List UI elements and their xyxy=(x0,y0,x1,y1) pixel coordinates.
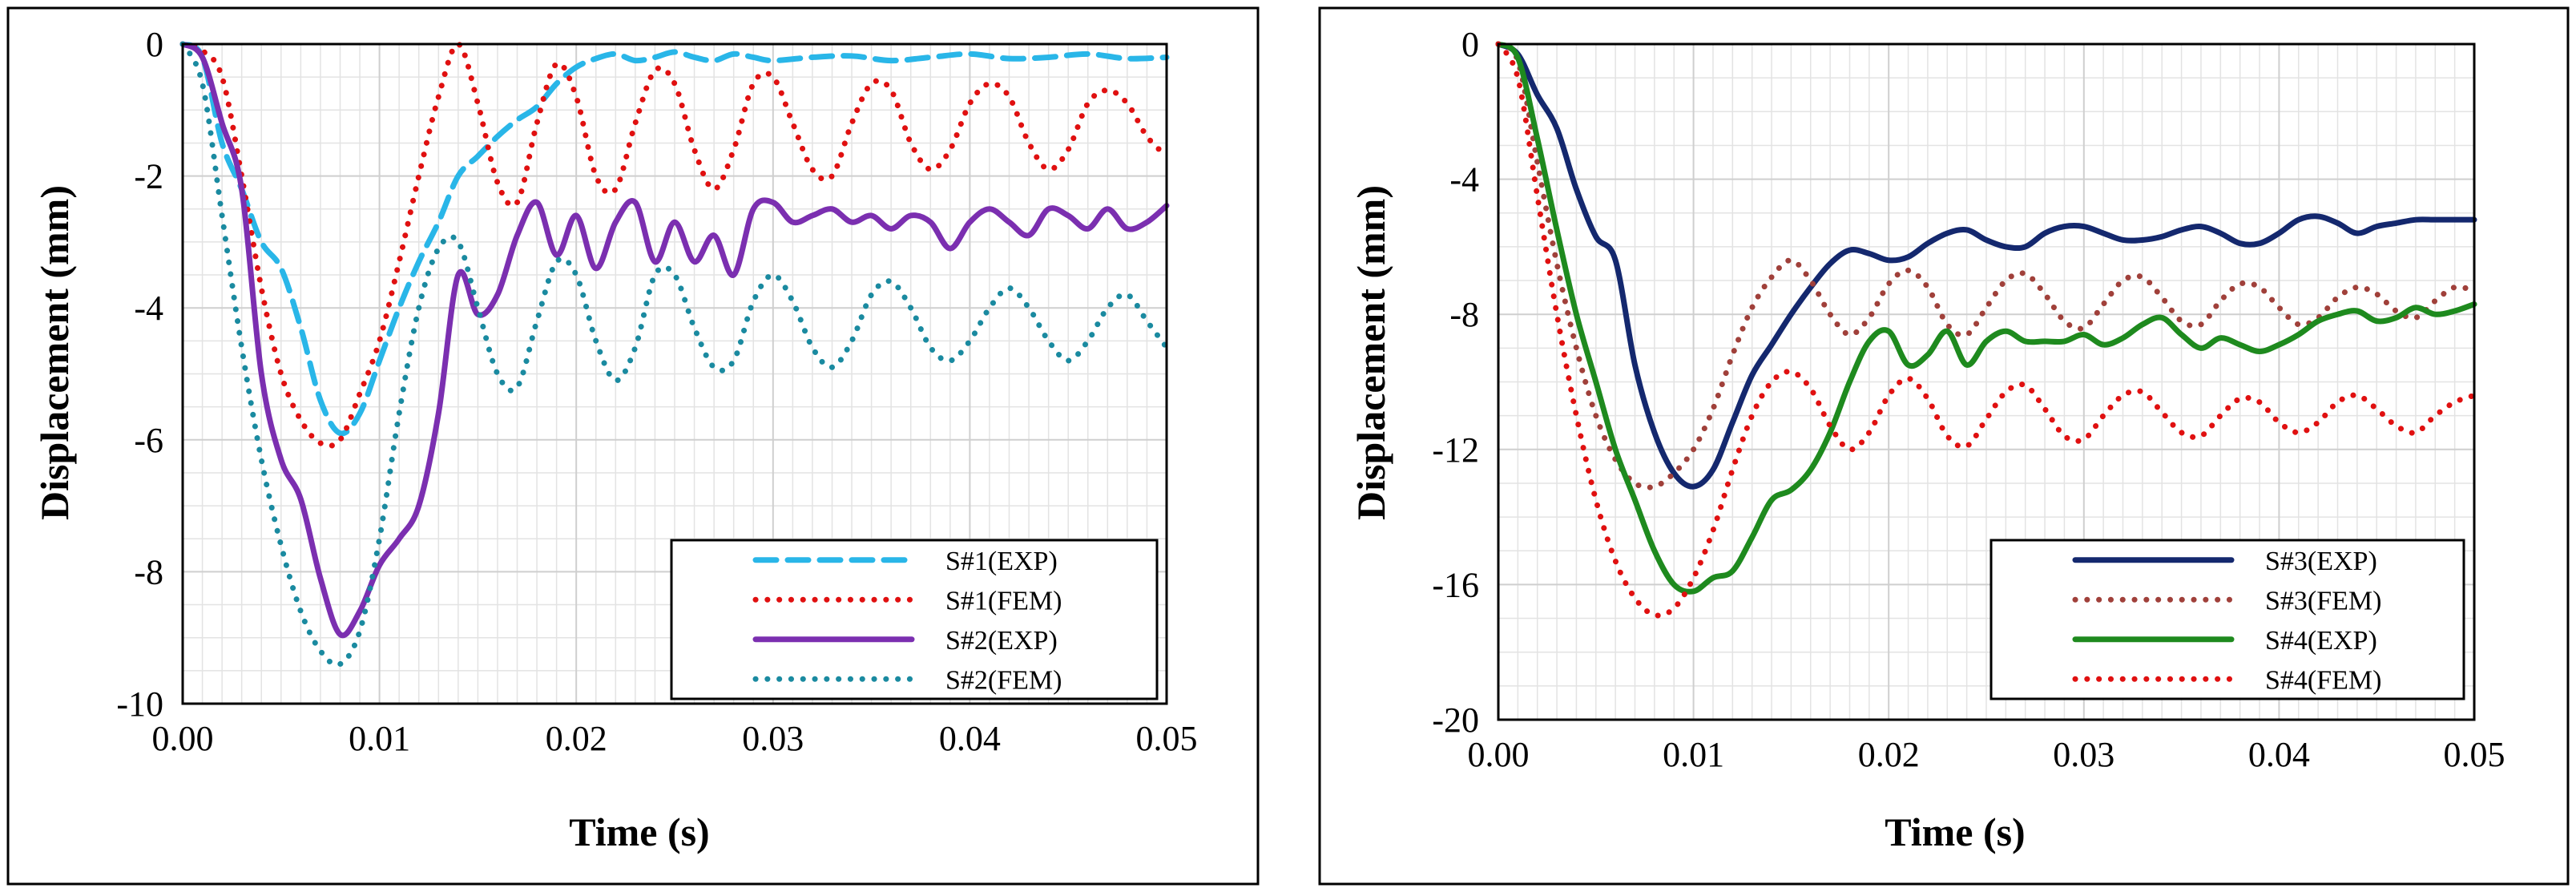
y-tick-label: -16 xyxy=(1432,565,1479,604)
legend-label: S#2(FEM) xyxy=(945,665,1062,695)
axes xyxy=(1497,42,2476,721)
plot-border xyxy=(1497,42,2476,721)
tick-labels: 0.00 0.01 0.02 0.03 0.04 0.05 0 -4 -8 -12 -16 -20 xyxy=(1432,25,2505,774)
legend-label: S#3(FEM) xyxy=(2265,586,2381,616)
x-tick-label: 0.01 xyxy=(349,719,410,758)
x-tick-label: 0.03 xyxy=(2053,735,2114,774)
x-tick-label: 0.02 xyxy=(1858,735,1920,774)
legend: S#3(EXP) S#3(FEM) S#4(EXP) S#4(FEM) xyxy=(1989,539,2465,700)
x-axis-title: Time (s) xyxy=(569,809,709,854)
y-tick-label: -4 xyxy=(1449,160,1479,200)
legend-label: S#4(FEM) xyxy=(2265,665,2381,695)
axes xyxy=(181,42,1168,705)
series-layer xyxy=(1495,41,2477,619)
chart-panel-right: 0.00 0.01 0.02 0.03 0.04 0.05 0 -4 -8 -12 -16 -20 T… xyxy=(1318,6,2570,886)
legend-label: S#2(EXP) xyxy=(945,626,1058,656)
x-tick-label: 0.01 xyxy=(1663,735,1724,774)
x-tick-label: 0.00 xyxy=(1468,735,1530,774)
legend-label: S#1(EXP) xyxy=(945,547,1058,576)
y-tick-label: -4 xyxy=(134,289,163,328)
x-tick-label: 0.02 xyxy=(546,719,607,758)
series-line-S#2(FEM) xyxy=(179,41,1170,668)
x-tick-label: 0.04 xyxy=(939,719,1001,758)
y-tick-label: -6 xyxy=(134,421,163,460)
series-line-S#4(EXP) xyxy=(1495,41,2477,595)
tick-labels: 0.00 0.01 0.02 0.03 0.04 0.05 0 -2 -4 -6 -8 -10 xyxy=(116,25,1197,758)
legend-label: S#1(FEM) xyxy=(945,586,1062,616)
y-axis-title: Displacement (mm) xyxy=(1348,185,1393,520)
x-tick-label: 0.00 xyxy=(152,719,214,758)
y-tick-label: -8 xyxy=(1449,295,1479,334)
y-tick-label: -20 xyxy=(1432,700,1479,740)
series-layer xyxy=(179,41,1170,668)
y-tick-label: 0 xyxy=(146,25,163,64)
legend-label: S#4(EXP) xyxy=(2265,626,2377,656)
legend-box xyxy=(1989,539,2465,700)
x-tick-label: 0.04 xyxy=(2248,735,2310,774)
y-tick-label: -10 xyxy=(116,684,163,724)
x-tick-label: 0.05 xyxy=(1136,719,1198,758)
plot-border xyxy=(181,42,1168,705)
series-line-S#3(EXP) xyxy=(1495,41,2477,490)
series-line-S#4(FEM) xyxy=(1495,41,2477,619)
legend-label: S#3(EXP) xyxy=(2265,547,2377,576)
x-axis-title: Time (s) xyxy=(1885,809,2025,854)
y-axis-title: Displacement (mm) xyxy=(32,185,77,520)
y-tick-label: 0 xyxy=(1461,25,1479,64)
y-tick-label: -8 xyxy=(134,552,163,591)
y-tick-label: -2 xyxy=(134,157,163,196)
legend-box xyxy=(670,539,1159,700)
x-tick-label: 0.03 xyxy=(742,719,804,758)
series-line-S#1(FEM) xyxy=(179,41,1170,449)
x-tick-label: 0.05 xyxy=(2444,735,2505,774)
series-line-S#1(EXP) xyxy=(179,41,1170,437)
series-line-S#3(FEM) xyxy=(1495,41,2477,490)
y-tick-label: -12 xyxy=(1432,430,1479,470)
legend: S#1(EXP) S#1(FEM) S#2(EXP) S#2(FEM) xyxy=(670,539,1159,700)
chart-panel-left: 0.00 0.01 0.02 0.03 0.04 0.05 0 -2 -4 -6 -8 -10 Tim… xyxy=(6,6,1260,886)
series-line-S#2(EXP) xyxy=(179,41,1170,639)
